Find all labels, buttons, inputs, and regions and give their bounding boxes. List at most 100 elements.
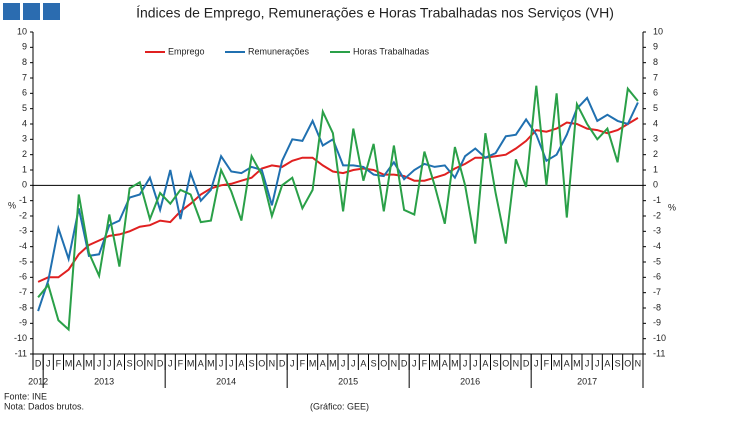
x-tick-label: M — [329, 358, 337, 368]
x-tick-label: M — [553, 358, 561, 368]
y2-tick-label: 1 — [653, 164, 658, 174]
x-tick-label: F — [178, 358, 184, 368]
x-tick-label: J — [341, 358, 346, 368]
note: Nota: Dados brutos. — [4, 401, 84, 411]
y2-tick-label: -4 — [653, 241, 661, 251]
y-tick-label: 9 — [22, 42, 27, 52]
y2-tick-label: -3 — [653, 226, 661, 236]
y2-tick-label: -10 — [653, 333, 666, 343]
y-tick-label: -3 — [19, 226, 27, 236]
x-tick-label: A — [320, 358, 326, 368]
logo-block — [23, 3, 40, 20]
x-tick-label: O — [258, 358, 265, 368]
source: Fonte: INE — [4, 391, 47, 401]
x-tick-label: N — [635, 358, 642, 368]
x-tick-label: J — [351, 358, 356, 368]
x-tick-label: D — [35, 358, 42, 368]
x-tick-label: D — [401, 358, 408, 368]
x-tick-label: A — [442, 358, 448, 368]
x-tick-label: A — [360, 358, 366, 368]
y-tick-label: 2 — [22, 149, 27, 159]
y-tick-label: -5 — [19, 256, 27, 266]
y-tick-label: -9 — [19, 318, 27, 328]
y2-tick-label: 10 — [653, 26, 663, 36]
year-label: 2016 — [460, 376, 480, 386]
y2-tick-label: 6 — [653, 88, 658, 98]
x-tick-label: S — [127, 358, 133, 368]
x-tick-label: N — [391, 358, 398, 368]
legend-label: Horas Trabalhadas — [353, 46, 430, 56]
x-tick-label: J — [46, 358, 51, 368]
logo-block — [3, 3, 20, 20]
y-tick-label: 4 — [22, 118, 27, 128]
x-tick-label: J — [473, 358, 478, 368]
x-tick-label: M — [85, 358, 93, 368]
y2-tick-label: -6 — [653, 272, 661, 282]
x-tick-label: J — [97, 358, 102, 368]
y2-tick-label: -8 — [653, 302, 661, 312]
y2-tick-label: -7 — [653, 287, 661, 297]
x-tick-label: O — [502, 358, 509, 368]
x-tick-label: M — [187, 358, 195, 368]
x-tick-label: S — [249, 358, 255, 368]
x-tick-label: N — [147, 358, 154, 368]
y2-tick-label: -11 — [653, 348, 665, 358]
y2-tick-label: -9 — [653, 318, 661, 328]
y2-tick-label: 2 — [653, 149, 658, 159]
y2-tick-label: 0 — [653, 180, 658, 190]
x-tick-label: N — [513, 358, 520, 368]
x-tick-label: J — [585, 358, 590, 368]
x-tick-label: F — [422, 358, 428, 368]
x-tick-label: J — [219, 358, 224, 368]
x-tick-label: M — [309, 358, 317, 368]
y2-tick-label: -2 — [653, 210, 661, 220]
x-tick-label: J — [107, 358, 112, 368]
y-tick-label: 1 — [22, 164, 27, 174]
x-tick-label: M — [573, 358, 581, 368]
y-tick-label: 10 — [17, 26, 27, 36]
y-axis-label: % — [8, 200, 16, 210]
year-label: 2013 — [94, 376, 114, 386]
x-tick-label: F — [544, 358, 550, 368]
y-tick-label: 5 — [22, 103, 27, 113]
x-tick-label: M — [431, 358, 439, 368]
y2-tick-label: 3 — [653, 134, 658, 144]
y-tick-label: -8 — [19, 302, 27, 312]
x-tick-label: D — [157, 358, 164, 368]
y2-axis-label: % — [668, 202, 676, 212]
x-tick-label: A — [482, 358, 488, 368]
y-tick-label: -11 — [15, 348, 27, 358]
legend-label: Remunerações — [248, 46, 310, 56]
x-tick-label: A — [604, 358, 610, 368]
y2-tick-label: -1 — [653, 195, 661, 205]
year-label: 2014 — [216, 376, 236, 386]
x-tick-label: A — [238, 358, 244, 368]
y2-tick-label: 8 — [653, 57, 658, 67]
logo-block — [43, 3, 60, 20]
x-tick-label: O — [380, 358, 387, 368]
series-line — [37, 85, 639, 332]
y2-tick-label: 4 — [653, 118, 658, 128]
y2-tick-label: -5 — [653, 256, 661, 266]
y-tick-label: 7 — [22, 72, 27, 82]
y-tick-label: -6 — [19, 272, 27, 282]
x-tick-label: J — [595, 358, 600, 368]
y-tick-label: -1 — [19, 195, 27, 205]
x-tick-label: O — [624, 358, 631, 368]
x-tick-label: D — [279, 358, 286, 368]
x-tick-label: M — [207, 358, 215, 368]
x-tick-label: J — [463, 358, 468, 368]
x-tick-label: S — [615, 358, 621, 368]
y-tick-label: -10 — [14, 333, 27, 343]
x-tick-label: J — [412, 358, 417, 368]
y-tick-label: 3 — [22, 134, 27, 144]
x-tick-label: A — [198, 358, 204, 368]
year-label: 2017 — [577, 376, 597, 386]
y2-tick-label: 9 — [653, 42, 658, 52]
credit: (Gráfico: GEE) — [310, 401, 369, 411]
y-tick-label: 0 — [22, 180, 27, 190]
x-tick-label: J — [229, 358, 234, 368]
x-tick-label: M — [451, 358, 459, 368]
x-tick-label: M — [65, 358, 73, 368]
